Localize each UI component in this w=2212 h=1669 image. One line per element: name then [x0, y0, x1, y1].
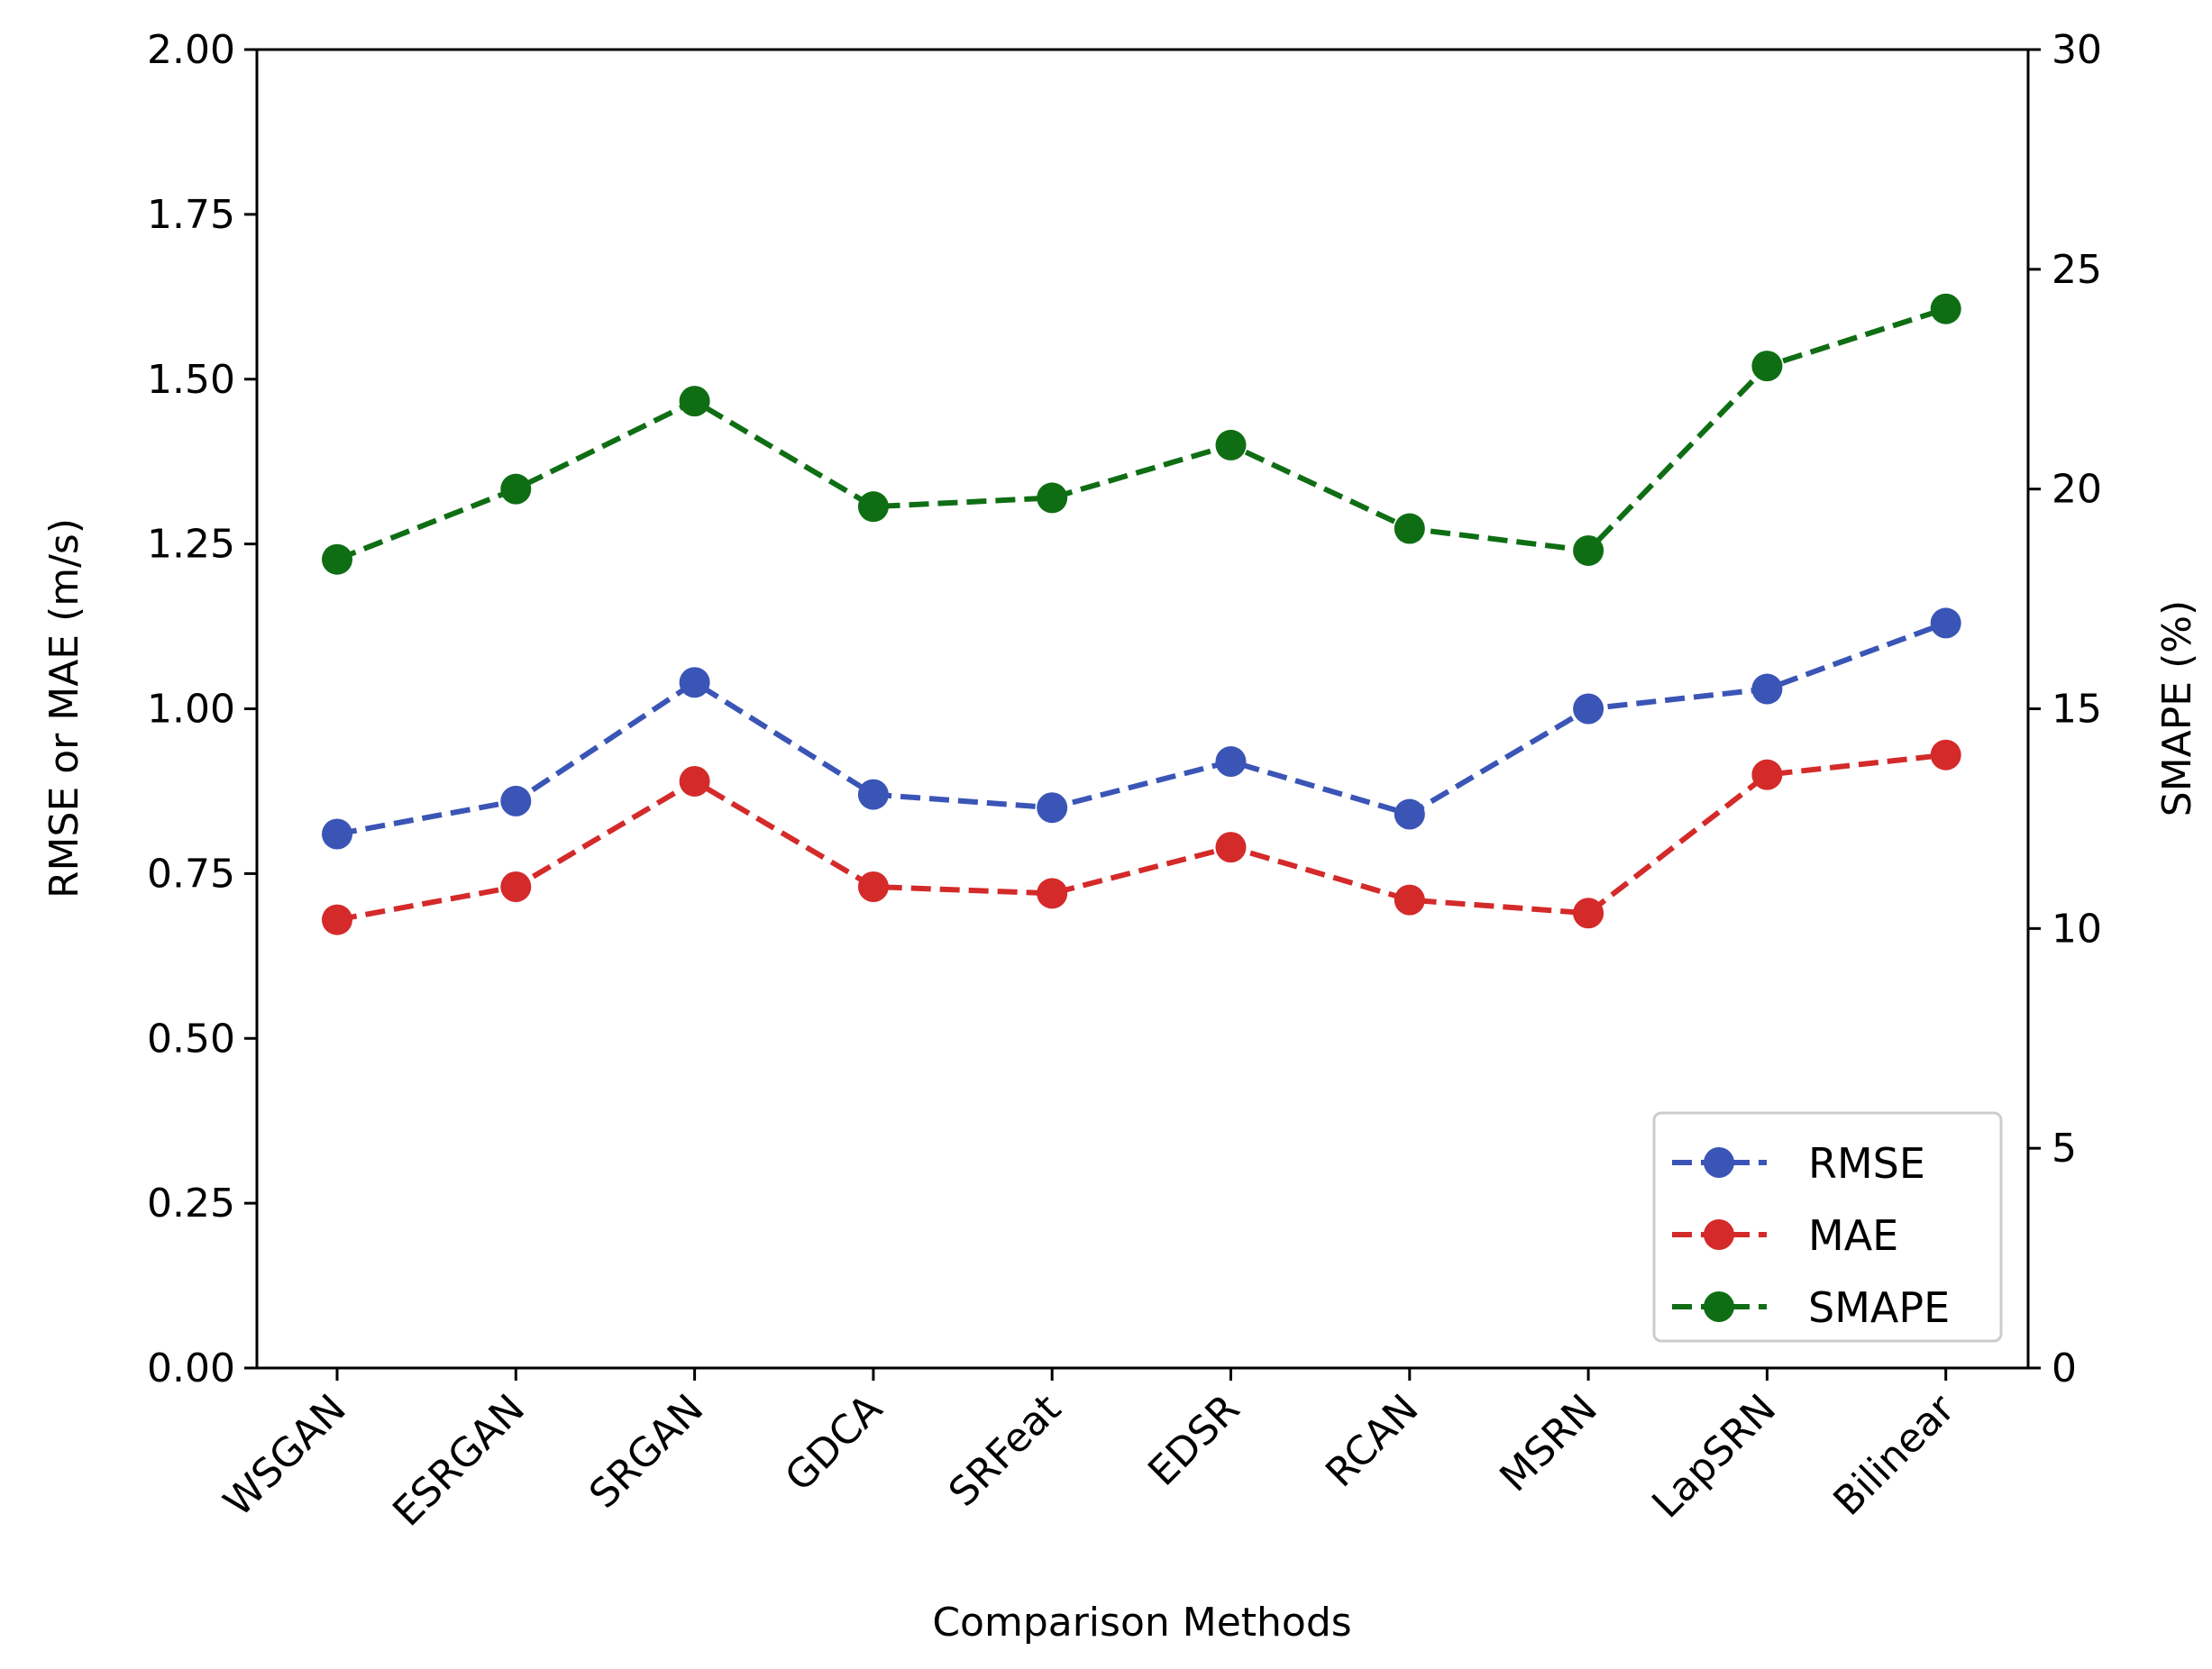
data-point-rmse: [322, 818, 352, 850]
data-point-smape: [1573, 534, 1604, 566]
right-y-tick-label: 5: [2052, 1126, 2077, 1172]
left-y-tick-label: 1.75: [147, 192, 235, 238]
data-point-rmse: [1751, 673, 1783, 705]
left-y-tick-label: 0.75: [147, 851, 235, 897]
series-layer: [322, 293, 1961, 935]
data-point-rmse: [857, 779, 889, 810]
data-point-rmse: [1930, 607, 1961, 639]
data-point-mae: [1394, 884, 1425, 916]
data-point-smape: [1751, 351, 1783, 382]
right-y-tick-label: 25: [2052, 247, 2102, 293]
data-point-smape: [1394, 513, 1425, 544]
x-tick-label: SRFeat: [940, 1386, 1070, 1516]
series-line-smape: [335, 306, 1947, 562]
data-point-rmse: [500, 785, 532, 816]
legend: RMSE MAE SMAPE: [1652, 1111, 2003, 1343]
data-point-mae: [1037, 878, 1068, 909]
data-point-rmse: [679, 667, 710, 698]
left-y-axis-title: RMSE or MAE (m/s): [41, 518, 87, 898]
left-y-tick-label: 0.50: [147, 1016, 235, 1062]
data-point-smape: [1930, 293, 1961, 324]
data-point-mae: [1930, 739, 1961, 771]
x-tick-label: LapSRN: [1643, 1386, 1785, 1528]
data-point-smape: [1215, 429, 1247, 461]
left-y-axis: 0.00 0.25 0.50 0.75 1.00 1.25 1.50 1.75 2.00: [147, 27, 257, 1391]
data-point-rmse: [1037, 792, 1068, 824]
x-tick-label: SRGAN: [580, 1386, 712, 1518]
data-point-mae: [1573, 898, 1604, 929]
x-tick-label: MSRN: [1491, 1386, 1606, 1501]
right-y-tick-label: 20: [2052, 467, 2102, 513]
left-y-tick-label: 0.00: [147, 1345, 235, 1391]
data-point-smape: [322, 543, 352, 575]
left-y-tick-label: 0.25: [147, 1181, 235, 1227]
data-point-smape: [679, 386, 710, 417]
x-tick-label: WSGAN: [215, 1386, 355, 1526]
left-y-tick-label: 1.00: [147, 687, 235, 733]
left-y-tick-label: 1.50: [147, 357, 235, 403]
legend-label-rmse: RMSE: [1808, 1139, 1925, 1188]
x-tick-label: RCAN: [1317, 1386, 1427, 1496]
data-point-mae: [857, 871, 889, 903]
right-y-axis: 0 5 10 15 20 25 30: [2028, 27, 2102, 1391]
legend-marker-mae: [1704, 1219, 1734, 1250]
right-y-tick-label: 0: [2052, 1345, 2077, 1391]
legend-label-smape: SMAPE: [1808, 1283, 1950, 1332]
legend-marker-smape: [1704, 1291, 1734, 1322]
series-line-mae: [336, 752, 1947, 923]
x-axis-title: Comparison Methods: [932, 1600, 1351, 1646]
data-point-mae: [679, 765, 710, 797]
x-tick-label: GDCA: [777, 1386, 891, 1500]
right-y-axis-title: SMAPE (%): [2154, 600, 2200, 816]
x-tick-label: EDSR: [1139, 1386, 1248, 1495]
data-point-smape: [500, 473, 532, 505]
legend-marker-rmse: [1704, 1147, 1734, 1178]
data-point-smape: [857, 491, 889, 523]
data-point-rmse: [1394, 798, 1425, 830]
right-y-tick-label: 10: [2052, 906, 2102, 952]
data-point-mae: [322, 904, 352, 935]
x-axis: WSGAN ESRGAN SRGAN GDCA SRFeat EDSR RCAN MSRN La…: [215, 1368, 1964, 1536]
data-point-mae: [500, 871, 532, 903]
legend-label-mae: MAE: [1808, 1211, 1898, 1260]
legend-frame: [1652, 1111, 2003, 1343]
data-point-rmse: [1215, 746, 1247, 778]
x-tick-label: ESRGAN: [384, 1386, 534, 1536]
left-y-tick-label: 1.25: [147, 522, 235, 568]
data-point-smape: [1037, 482, 1068, 514]
right-y-tick-label: 30: [2052, 27, 2102, 73]
series-line-rmse: [336, 620, 1947, 837]
right-y-tick-label: 15: [2052, 687, 2102, 733]
x-tick-label: Bilinear: [1824, 1385, 1964, 1525]
left-y-tick-label: 2.00: [147, 27, 235, 73]
data-point-rmse: [1573, 693, 1604, 725]
data-point-mae: [1215, 832, 1247, 863]
data-point-mae: [1751, 759, 1783, 790]
